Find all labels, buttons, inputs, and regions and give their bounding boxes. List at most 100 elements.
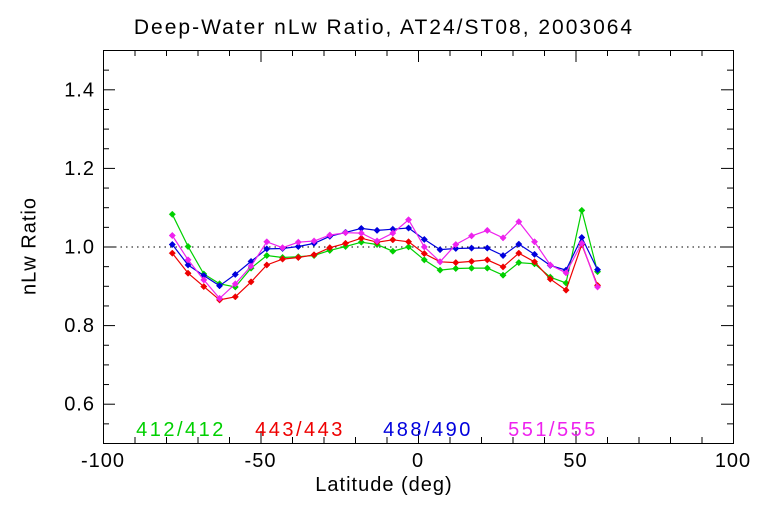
series-marker-412-412 (168, 210, 176, 218)
series-marker-443-443 (389, 236, 397, 244)
x-tick-label: 0 (412, 450, 424, 472)
series-marker-551-555 (515, 218, 523, 226)
x-tick-label: 50 (563, 450, 587, 472)
series-marker-551-555 (263, 238, 271, 246)
series-marker-412-412 (263, 251, 271, 260)
series-marker-551-555 (373, 237, 381, 245)
series-line-412-412 (171, 210, 599, 288)
x-tick-label: -100 (81, 450, 125, 472)
series-marker-412-412 (452, 264, 460, 273)
chart-title: Deep-Water nLw Ratio, AT24/ST08, 2003064 (133, 16, 635, 39)
series-marker-551-555 (215, 294, 224, 302)
series-marker-551-555 (562, 269, 570, 277)
series-marker-551-555 (357, 229, 365, 237)
series-marker-551-555 (436, 258, 444, 266)
series-marker-443-443 (404, 238, 413, 246)
series-marker-551-555 (278, 244, 287, 252)
series-marker-412-412 (483, 264, 491, 272)
series-marker-443-443 (231, 293, 239, 301)
series-marker-551-555 (452, 240, 460, 249)
series-line-551-555 (171, 218, 599, 300)
series-marker-551-555 (593, 283, 602, 291)
series-marker-443-443 (483, 256, 491, 264)
series-marker-551-555 (546, 261, 554, 269)
series-line-488-490 (171, 227, 599, 287)
series-marker-551-555 (389, 229, 397, 237)
series-marker-551-555 (231, 280, 239, 288)
legend-item-443-443: 443/443 (255, 419, 345, 441)
series-marker-551-555 (294, 238, 302, 246)
series-marker-551-555 (467, 232, 476, 240)
series-marker-443-443 (294, 253, 302, 262)
legend-item-488-490: 488/490 (383, 419, 473, 441)
legend-item-551-555: 551/555 (508, 419, 598, 441)
series-marker-551-555 (310, 237, 318, 245)
series-marker-412-412 (578, 206, 586, 214)
series-marker-488-490 (499, 251, 507, 260)
series-marker-551-555 (483, 226, 491, 234)
series-marker-443-443 (515, 249, 523, 257)
series-marker-443-443 (546, 275, 554, 283)
series-marker-488-490 (467, 244, 476, 252)
series-marker-488-490 (215, 282, 224, 290)
series-marker-443-443 (357, 234, 365, 242)
series-marker-488-490 (420, 235, 428, 243)
series-marker-551-555 (341, 229, 350, 237)
series-marker-412-412 (499, 271, 507, 279)
series-marker-488-490 (436, 246, 444, 254)
series-marker-443-443 (168, 249, 176, 257)
series-marker-488-490 (530, 250, 539, 258)
series-marker-443-443 (247, 278, 255, 286)
legend-item-412-412: 412/412 (136, 419, 226, 441)
series-marker-412-412 (467, 264, 476, 272)
series-marker-551-555 (420, 243, 428, 251)
series-marker-443-443 (278, 255, 287, 263)
series-marker-412-412 (404, 243, 413, 251)
series-marker-443-443 (310, 251, 318, 259)
series-marker-443-443 (326, 244, 334, 252)
series-marker-443-443 (184, 269, 192, 277)
series-marker-412-412 (357, 238, 365, 246)
series-marker-551-555 (499, 234, 507, 242)
series-marker-488-490 (593, 266, 602, 274)
series-marker-443-443 (341, 239, 350, 247)
series-marker-488-490 (231, 270, 239, 278)
series-marker-443-443 (467, 257, 476, 265)
series-marker-488-490 (168, 240, 176, 249)
series-marker-443-443 (452, 259, 460, 267)
series-marker-551-555 (168, 231, 176, 240)
series-line-443-443 (171, 237, 599, 301)
y-tick-label: 0.6 (64, 394, 95, 416)
series-marker-488-490 (515, 240, 523, 248)
series-marker-443-443 (562, 286, 570, 294)
series-marker-488-490 (404, 224, 413, 232)
series-marker-412-412 (436, 266, 444, 274)
series-marker-488-490 (373, 226, 381, 234)
series-marker-551-555 (326, 231, 334, 239)
y-axis-title: nLw Ratio (18, 197, 41, 295)
series-marker-488-490 (184, 261, 192, 269)
series-marker-551-555 (530, 238, 539, 246)
series-marker-488-490 (263, 245, 271, 253)
series-marker-551-555 (578, 239, 586, 247)
series-marker-551-555 (184, 256, 192, 264)
x-axis-title: Latitude (deg) (315, 474, 453, 496)
series-marker-443-443 (420, 250, 428, 258)
x-tick-label: 100 (715, 450, 751, 472)
y-tick-label: 0.8 (64, 315, 95, 337)
series-marker-551-555 (200, 276, 208, 284)
series-marker-412-412 (184, 242, 192, 251)
series-marker-551-555 (247, 262, 255, 270)
series-marker-412-412 (515, 259, 523, 267)
series-marker-412-412 (420, 256, 428, 264)
x-tick-label: -50 (245, 450, 277, 472)
y-tick-label: 1.0 (64, 237, 95, 259)
series-marker-488-490 (483, 244, 491, 252)
series-marker-551-555 (404, 216, 413, 224)
series-marker-488-490 (578, 233, 586, 242)
series-marker-443-443 (200, 283, 208, 291)
series-marker-488-490 (294, 242, 302, 251)
y-tick-label: 1.2 (64, 158, 95, 180)
y-tick-label: 1.4 (64, 79, 95, 101)
